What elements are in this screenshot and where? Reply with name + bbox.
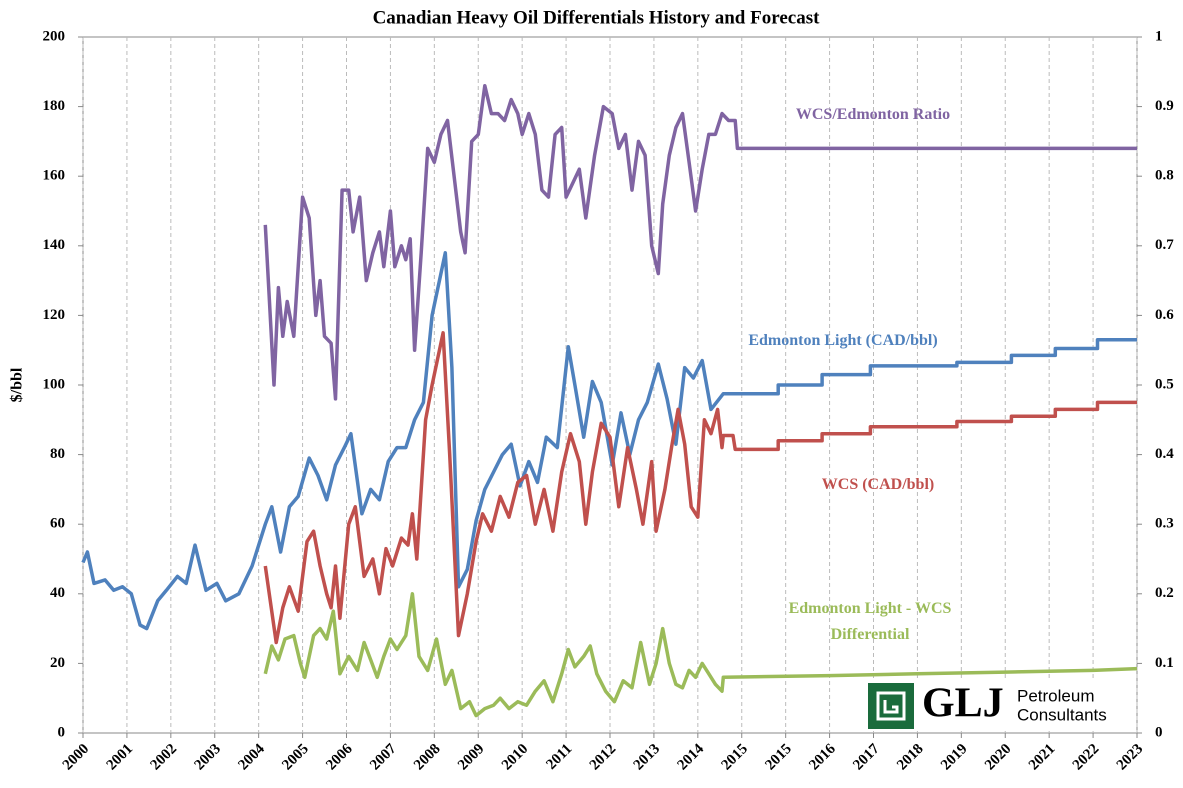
x-tick-label: 2009: [455, 741, 488, 774]
y-tick-label: 100: [43, 376, 66, 392]
x-tick-label: 2007: [367, 741, 400, 774]
y-tick-label: 180: [43, 98, 66, 114]
logo-icon: [868, 683, 914, 729]
x-tick-label: 2023: [1114, 741, 1147, 774]
x-tick-label: 2011: [543, 741, 575, 773]
series-line: [263, 83, 1137, 401]
x-tick-label: 2022: [1070, 741, 1103, 774]
y2-tick-label: 0.2: [1155, 585, 1174, 601]
series-label: WCS (CAD/bbl): [821, 476, 935, 493]
y2-tick-label: 0.8: [1155, 168, 1174, 184]
x-tick-label: 2018: [894, 741, 927, 774]
x-tick-label: 2008: [411, 741, 444, 774]
logo: GLJ Petroleum Consultants: [866, 681, 1130, 731]
y-tick-label: 20: [50, 655, 65, 671]
logo-mark: GLJ: [922, 681, 1004, 727]
chart-title: Canadian Heavy Oil Differentials History…: [373, 7, 821, 28]
series-line: [263, 592, 1138, 718]
x-tick-label: 2006: [323, 741, 356, 774]
x-tick-label: 2013: [631, 741, 664, 774]
series-label-box: WCS (CAD/bbl): [821, 476, 935, 493]
y-tick-label: 60: [50, 516, 65, 532]
y-tick-label: 80: [50, 446, 65, 462]
x-tick-label: 2012: [587, 741, 620, 774]
x-tick-label: 2019: [938, 741, 971, 774]
y2-tick-label: 0.7: [1155, 237, 1174, 253]
x-tick-label: 2015: [762, 741, 795, 774]
series-label: WCS/Edmonton Ratio: [795, 106, 951, 123]
y-tick-label: 200: [43, 28, 66, 44]
x-tick-label: 2015: [718, 741, 751, 774]
x-tick-label: 2021: [1026, 741, 1059, 774]
x-tick-label: 2001: [104, 741, 137, 774]
x-tick-label: 2002: [148, 741, 181, 774]
x-tick-label: 2005: [279, 741, 312, 774]
series-label: Edmonton Light (CAD/bbl): [748, 332, 938, 349]
x-tick-label: 2000: [60, 741, 93, 774]
x-tick-label: 2017: [850, 741, 883, 774]
y2-tick-label: 0: [1155, 724, 1163, 740]
y-tick-label: 140: [43, 237, 66, 253]
series-label-box: WCS/Edmonton Ratio: [795, 106, 951, 123]
y2-tick-label: 0.4: [1155, 446, 1174, 462]
y2-tick-label: 0.5: [1155, 376, 1174, 392]
y2-tick-label: 0.6: [1155, 307, 1174, 323]
series-label: Edmonton Light - WCS Differential: [788, 600, 952, 643]
y2-tick-label: 0.1: [1155, 655, 1174, 671]
y2-tick-label: 0.3: [1155, 516, 1174, 532]
x-tick-label: 2020: [982, 741, 1015, 774]
y-axis-label: $/bbl: [9, 367, 26, 402]
series-line: [263, 331, 1137, 645]
logo-icon-glyph: [876, 691, 906, 721]
series-label-box: Edmonton Light (CAD/bbl): [748, 332, 938, 349]
x-tick-label: 2004: [235, 741, 268, 774]
series-line: [81, 251, 1137, 631]
x-tick-label: 2003: [191, 741, 224, 774]
logo-line: Consultants: [1017, 705, 1107, 724]
y-tick-label: 40: [50, 585, 65, 601]
y-tick-label: 0: [58, 724, 66, 740]
y2-tick-label: 0.9: [1155, 98, 1174, 114]
x-tick-label: 2016: [806, 741, 839, 774]
y-tick-label: 120: [43, 307, 66, 323]
x-tick-label: 2014: [675, 741, 708, 774]
x-tick-label: 2010: [499, 741, 532, 774]
series-label-box: Edmonton Light - WCS Differential: [788, 600, 952, 643]
y-tick-label: 160: [43, 168, 66, 184]
y2-tick-label: 1: [1155, 28, 1163, 44]
logo-line: Petroleum: [1017, 686, 1094, 705]
